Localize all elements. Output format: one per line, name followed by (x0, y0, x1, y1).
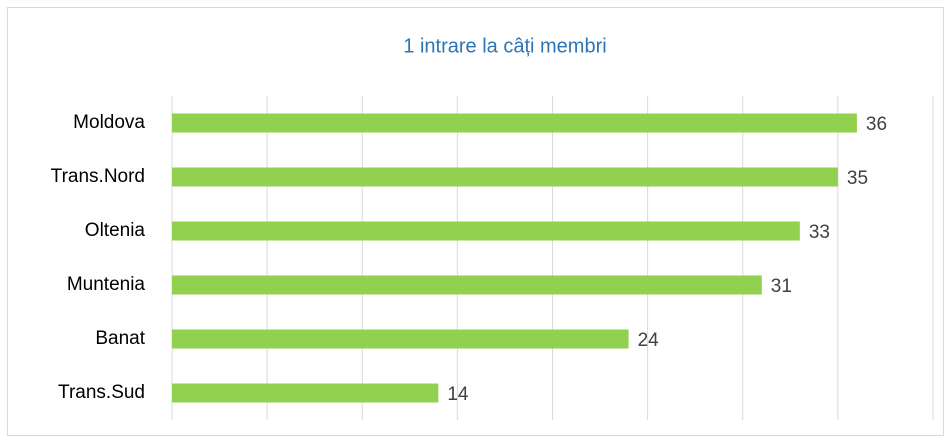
bar (172, 167, 838, 187)
bar (172, 221, 800, 241)
bar (172, 113, 857, 133)
y-tick-label: Muntenia (67, 274, 146, 295)
y-tick-label: Trans.Nord (51, 166, 145, 187)
chart-title: 1 intrare la câți membri (403, 35, 606, 57)
value-label: 36 (866, 114, 887, 135)
value-label: 33 (809, 222, 830, 243)
y-tick-label: Oltenia (85, 220, 146, 241)
bar (172, 383, 439, 403)
value-label: 14 (447, 384, 469, 405)
y-tick-label: Moldova (73, 112, 145, 133)
y-tick-label: Banat (95, 328, 145, 349)
bar (172, 329, 629, 349)
value-label: 35 (847, 168, 868, 189)
y-tick-label: Trans.Sud (58, 382, 145, 403)
bar (172, 275, 762, 295)
value-label: 24 (638, 330, 660, 351)
value-label: 31 (771, 276, 792, 297)
